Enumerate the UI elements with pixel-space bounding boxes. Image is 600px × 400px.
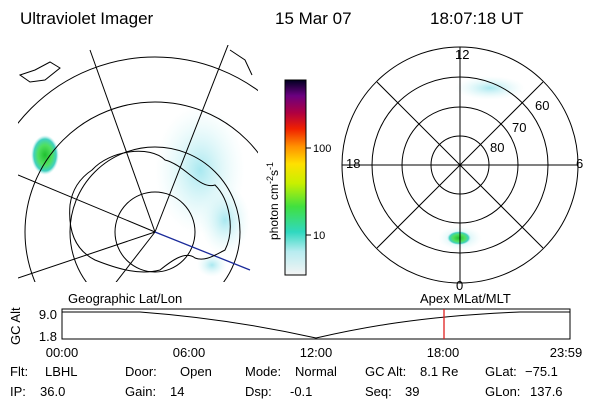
status-value: 137.6 <box>530 384 563 399</box>
x-tick-label: 23:59 <box>550 345 583 360</box>
date: 15 Mar 07 <box>275 9 352 28</box>
status: Flt: LBHL Door: Open Mode: Normal GC Alt: 8.1 R… <box>10 364 563 399</box>
status-label: Flt: <box>10 364 28 379</box>
mlt-label: 18 <box>346 156 360 171</box>
exponent: -2 <box>265 176 275 184</box>
unit: photon cm <box>267 184 281 240</box>
status-value: Open <box>180 364 212 379</box>
colorbar-tick: 10 <box>313 230 325 242</box>
colorbar-tick: 100 <box>313 143 331 155</box>
mlt-label: 0 <box>456 278 463 293</box>
status-label: Mode: <box>245 364 281 379</box>
status-value: 39 <box>405 384 419 399</box>
x-tick-label: 12:00 <box>300 345 333 360</box>
altitude-left-label: Geographic Lat/Lon <box>68 291 182 306</box>
geographic-map <box>18 45 258 282</box>
colorbar-label: photon cm-2s-1 <box>265 162 281 240</box>
status-label: GLat: <box>485 364 517 379</box>
y-tick-label: 9.0 <box>39 307 57 322</box>
time: 18:07:18 UT <box>430 9 524 28</box>
status-label: Door: <box>125 364 157 379</box>
title: Ultraviolet Imager <box>20 9 154 28</box>
status-label: IP: <box>10 384 26 399</box>
altitude-right-label: Apex MLat/MLT <box>420 291 511 306</box>
x-tick-label: 18:00 <box>427 345 460 360</box>
lat-label: 60 <box>535 98 549 113</box>
status-value: Normal <box>295 364 337 379</box>
lat-label: 80 <box>490 140 504 155</box>
status-value: -0.1 <box>290 384 312 399</box>
magnetic-map <box>341 46 579 284</box>
status-label: GC Alt: <box>365 364 406 379</box>
lat-label: 70 <box>512 120 526 135</box>
unit: s <box>267 170 281 176</box>
status-value: −75.1 <box>525 364 558 379</box>
x-tick-label: 06:00 <box>173 345 206 360</box>
altitude-axis-label: GC Alt <box>8 307 23 345</box>
mlt-label: 12 <box>455 47 469 62</box>
status-value: 36.0 <box>40 384 65 399</box>
status-value: 8.1 Re <box>420 364 458 379</box>
status-label: GLon: <box>485 384 520 399</box>
altitude-curve <box>62 311 570 339</box>
status-label: Seq: <box>365 384 392 399</box>
status-label: Dsp: <box>245 384 272 399</box>
exponent: -1 <box>265 162 275 170</box>
altitude-plot <box>61 308 571 340</box>
mlt-label: 6 <box>576 156 583 171</box>
y-tick-label: 1.8 <box>39 329 57 344</box>
colorbar <box>284 79 307 276</box>
status-value: 14 <box>170 384 184 399</box>
x-tick-label: 00:00 <box>46 345 79 360</box>
status-value: LBHL <box>45 364 78 379</box>
status-label: Gain: <box>125 384 156 399</box>
